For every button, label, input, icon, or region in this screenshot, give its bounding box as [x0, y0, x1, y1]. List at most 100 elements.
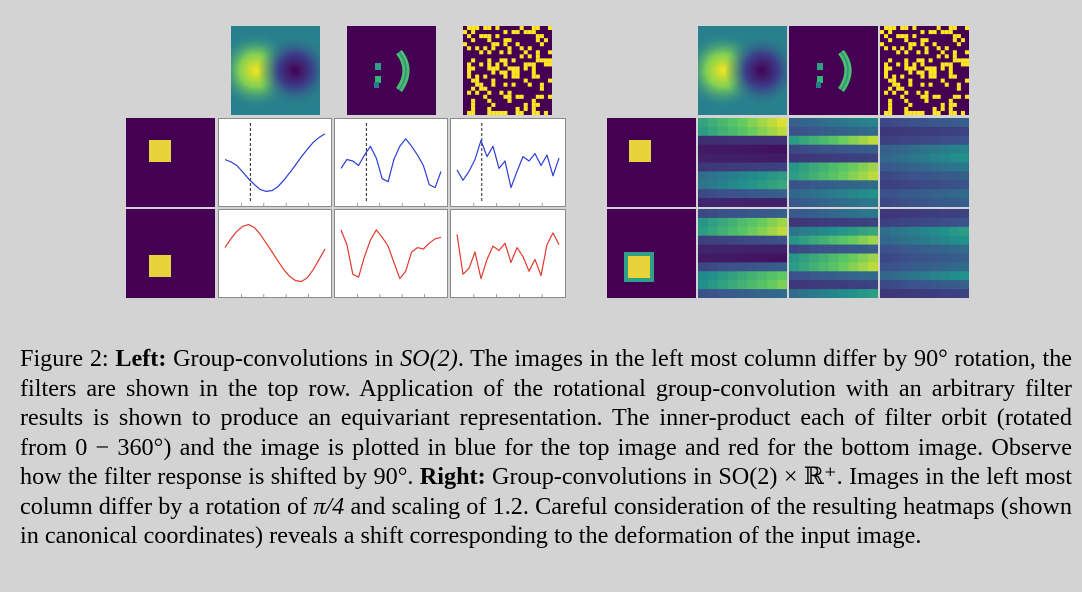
heatmap-cell — [738, 145, 748, 154]
noise-pixel — [908, 46, 912, 50]
heatmap-cell — [767, 163, 777, 172]
heatmap-cell — [848, 127, 858, 136]
heatmap-cell — [920, 262, 930, 271]
heatmap-top-2 — [789, 118, 878, 207]
response-plot-svg — [335, 210, 447, 297]
noise-pixel — [495, 66, 499, 70]
plot-top-1 — [218, 118, 332, 207]
filter-noise — [463, 26, 552, 115]
noise-pixel — [933, 75, 937, 79]
noise-pixel — [540, 83, 544, 87]
heatmap-cell — [890, 127, 900, 136]
filter-gaussian-svg — [231, 26, 320, 115]
noise-pixel — [904, 107, 908, 111]
noise-pixel — [532, 66, 536, 70]
heatmap-cell — [747, 209, 757, 218]
noise-pixel — [483, 95, 487, 99]
noise-pixel — [953, 50, 957, 54]
noise-pixel — [929, 75, 933, 79]
heatmap-cell — [738, 262, 748, 271]
heatmap-cell — [757, 218, 767, 227]
heatmap-cell — [829, 198, 839, 207]
noise-pixel — [479, 50, 483, 54]
noise-pixel — [916, 91, 920, 95]
heatmap-cell — [777, 245, 787, 254]
heatmap-cell — [848, 271, 858, 280]
heatmap-cell — [718, 209, 728, 218]
heatmap-cell — [848, 218, 858, 227]
heatmap-cell — [858, 145, 868, 154]
heatmap-cell — [880, 198, 890, 207]
noise-pixel — [908, 79, 912, 83]
response-plot-svg — [451, 119, 565, 206]
heatmap-cell — [949, 145, 959, 154]
noise-pixel — [516, 75, 520, 79]
heatmap-cell — [789, 245, 799, 254]
heatmap-cell — [838, 289, 848, 298]
heatmap-cell — [900, 136, 910, 145]
heatmap-cell — [939, 254, 949, 263]
noise-pixel — [933, 95, 937, 99]
heatmap-cell — [757, 136, 767, 145]
heatmap-cell — [939, 118, 949, 127]
heatmap-cell — [738, 198, 748, 207]
heatmap-cell — [767, 254, 777, 263]
heatmap-cell — [698, 289, 708, 298]
heatmap-cell — [890, 254, 900, 263]
heatmap-cell — [929, 145, 939, 154]
noise-pixel — [888, 111, 892, 115]
heatmap-cell — [929, 163, 939, 172]
heatmap-cell — [777, 189, 787, 198]
input-image-bottom — [607, 209, 696, 298]
heatmap-cell — [767, 136, 777, 145]
noise-pixel — [487, 66, 491, 70]
heatmap-cell — [698, 127, 708, 136]
heatmap-cell — [789, 271, 799, 280]
filter-noise — [880, 26, 969, 115]
noise-pixel — [471, 66, 475, 70]
heatmap-cell — [757, 254, 767, 263]
heatmap-cell — [868, 280, 878, 289]
noise-pixel — [479, 34, 483, 38]
heatmap-cell — [829, 271, 839, 280]
noise-pixel — [487, 38, 491, 42]
noise-pixel — [491, 83, 495, 87]
heatmap-cell — [838, 280, 848, 289]
noise-pixel — [512, 58, 516, 62]
heatmap-cell — [718, 118, 728, 127]
heatmap-cell — [767, 180, 777, 189]
heatmap-cell — [858, 254, 868, 263]
heatmap-cell — [900, 118, 910, 127]
response-plot-svg — [451, 210, 565, 297]
heatmap-cell — [819, 118, 829, 127]
noise-pixel — [904, 58, 908, 62]
heatmap-cell — [809, 189, 819, 198]
noise-pixel — [884, 111, 888, 115]
noise-pixel — [487, 58, 491, 62]
heatmap-cell — [757, 271, 767, 280]
noise-pixel — [491, 71, 495, 75]
heatmap-cell — [738, 136, 748, 145]
noise-pixel — [536, 50, 540, 54]
heatmap-cell — [718, 180, 728, 189]
noise-pixel — [467, 34, 471, 38]
noise-pixel — [884, 71, 888, 75]
heatmap-cell — [829, 289, 839, 298]
heatmap-cell — [949, 136, 959, 145]
noise-pixel — [503, 62, 507, 66]
heatmap-cell — [829, 245, 839, 254]
noise-pixel — [900, 95, 904, 99]
heatmap-cell — [738, 280, 748, 289]
heatmap-cell — [949, 154, 959, 163]
noise-pixel — [467, 91, 471, 95]
heatmap-cell — [698, 180, 708, 189]
noise-pixel — [965, 62, 969, 66]
noise-pixel — [908, 83, 912, 87]
noise-pixel — [491, 66, 495, 70]
heatmap-cell — [959, 236, 969, 245]
noise-pixel — [892, 79, 896, 83]
noise-pixel — [516, 30, 520, 34]
noise-pixel — [937, 54, 941, 58]
heatmap-cell — [949, 280, 959, 289]
noise-pixel — [888, 66, 892, 70]
